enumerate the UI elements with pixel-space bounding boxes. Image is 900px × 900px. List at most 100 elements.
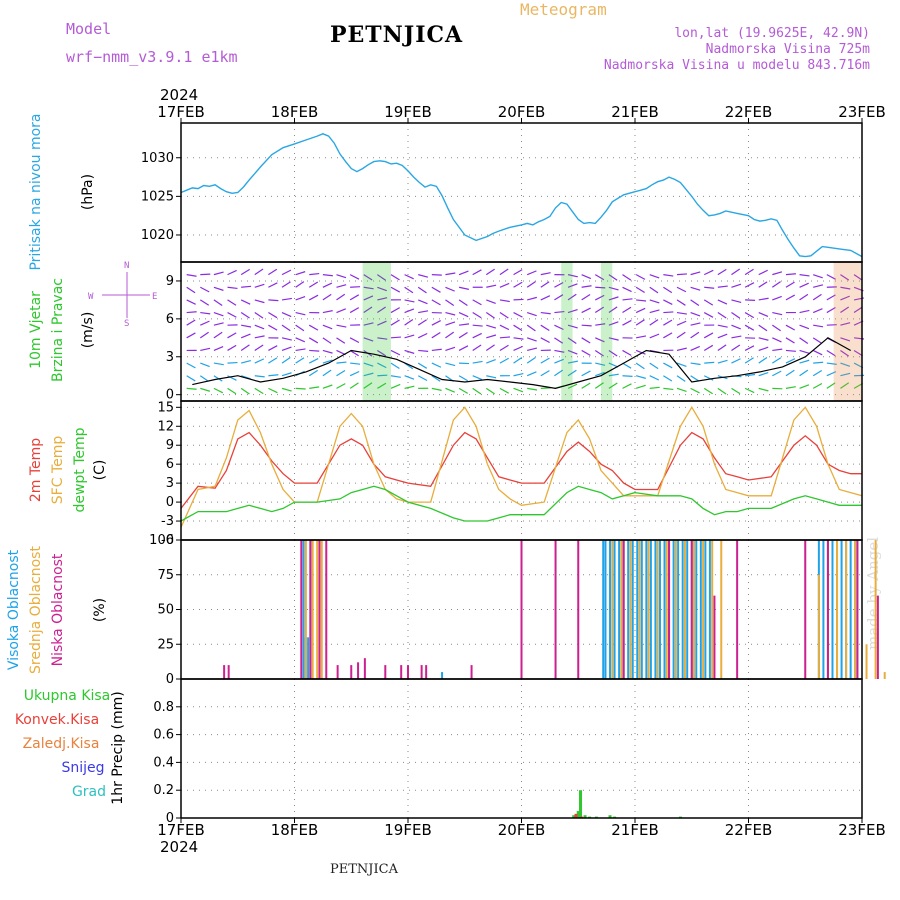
wind-barb — [445, 387, 455, 393]
wind-barb — [322, 282, 333, 288]
wind-barb — [676, 362, 687, 367]
year-bottom: 2024 — [160, 838, 198, 856]
wind-barb — [622, 375, 633, 377]
wind-barb — [458, 299, 468, 306]
x-date-top: 18FEB — [271, 103, 318, 121]
model-label: Model — [66, 20, 112, 38]
precip-legend-item: Zaledj.Kisa — [23, 736, 100, 752]
wind-barb — [608, 321, 619, 326]
wind-barb — [772, 324, 781, 332]
wind-barb — [240, 268, 250, 276]
x-date-bottom: 17FEB — [157, 821, 204, 839]
wind-barb — [690, 322, 701, 326]
wind-barb — [349, 337, 360, 344]
wind-band — [362, 262, 391, 401]
wind-barb — [227, 312, 237, 318]
wind-barb — [785, 369, 795, 377]
wind-barb — [240, 387, 250, 395]
wind-barb — [349, 274, 360, 280]
wind-barb — [431, 362, 442, 368]
wind-barb — [227, 387, 237, 395]
wind-barb — [200, 311, 211, 315]
wind-barb — [649, 286, 659, 294]
wind-barb — [608, 337, 619, 341]
wind-barb — [758, 356, 768, 364]
wind-barb — [363, 306, 373, 314]
wind-barb — [309, 272, 320, 276]
wind-barb — [322, 369, 332, 377]
wind-barb — [513, 357, 523, 364]
wind-barb — [690, 345, 701, 352]
model-elevation: Nadmorska Visina u modelu 843.716m — [603, 58, 870, 73]
wind-axis-unit: (m/s) — [80, 312, 96, 349]
wind-barb — [703, 332, 714, 339]
wind-barb — [322, 324, 333, 330]
y-tick-label: 15 — [157, 400, 174, 415]
wind-barb — [472, 332, 482, 339]
wind-barb — [485, 312, 495, 319]
wind-barb — [731, 324, 741, 330]
temp-axis-unit: (C) — [92, 460, 108, 481]
wind-barb — [840, 286, 851, 290]
wind-barb — [472, 360, 483, 364]
wind-barb — [636, 299, 647, 302]
wind-barb — [649, 299, 660, 304]
y-tick-label: 6 — [166, 312, 174, 327]
wind-barb — [213, 299, 223, 307]
station-title: PETNJICA — [330, 22, 464, 48]
wind-barb — [540, 281, 550, 288]
wind-barb — [690, 299, 700, 307]
wind-barb — [799, 369, 809, 377]
wind-barb — [363, 382, 373, 389]
wind-barb — [649, 362, 659, 370]
wind-barb — [554, 281, 564, 288]
wind-barb — [308, 324, 319, 331]
wind-barb — [554, 349, 565, 353]
cloud-axis-high: Visoka Oblacnost — [6, 549, 22, 670]
wind-barb — [649, 333, 660, 339]
wind-barb — [758, 387, 769, 392]
panel-frame — [180, 678, 863, 819]
wind-barb — [336, 324, 347, 328]
wind-barb — [445, 286, 455, 292]
wind-barb — [445, 299, 455, 306]
wind-barb — [472, 312, 482, 319]
wind-barb — [703, 375, 714, 381]
wind-barb — [635, 319, 645, 326]
wind-barb — [431, 286, 441, 293]
wind-barb — [676, 331, 686, 339]
precip-bar-total — [583, 815, 587, 818]
wind-barb — [377, 274, 386, 281]
wind-barb — [595, 286, 606, 289]
wind-barb — [581, 324, 592, 327]
wind-barb — [567, 274, 578, 278]
wind-barb — [731, 344, 741, 351]
wind-barb — [295, 348, 306, 352]
wind-barb — [199, 375, 209, 382]
wind-barb — [799, 384, 810, 389]
wind-legend-w: W — [88, 292, 94, 302]
footer-station: PETNJICA — [330, 862, 398, 877]
wind-barb — [485, 268, 495, 276]
wind-barb — [703, 299, 714, 306]
wind-barb — [840, 372, 851, 377]
wind-barb — [240, 344, 250, 351]
wind-barb — [254, 358, 265, 364]
wind-barb — [295, 324, 305, 332]
precip-bar-total — [608, 815, 612, 818]
wind-barb — [322, 310, 333, 314]
wind-barb — [404, 286, 414, 294]
wind-barb — [186, 274, 197, 277]
precip-bar-total — [576, 811, 580, 818]
y-tick-label: 25 — [157, 637, 174, 652]
y-tick-label: 12 — [157, 419, 174, 434]
precip-bar-total — [579, 790, 583, 818]
x-date-bottom: 23FEB — [838, 821, 885, 839]
wind-barb — [676, 320, 687, 326]
wind-barb — [404, 349, 415, 354]
wind-barb — [527, 387, 538, 391]
wind-barb — [826, 294, 836, 301]
x-date-bottom: 21FEB — [611, 821, 658, 839]
wind-barb — [581, 274, 592, 280]
wind-barb — [690, 362, 701, 366]
